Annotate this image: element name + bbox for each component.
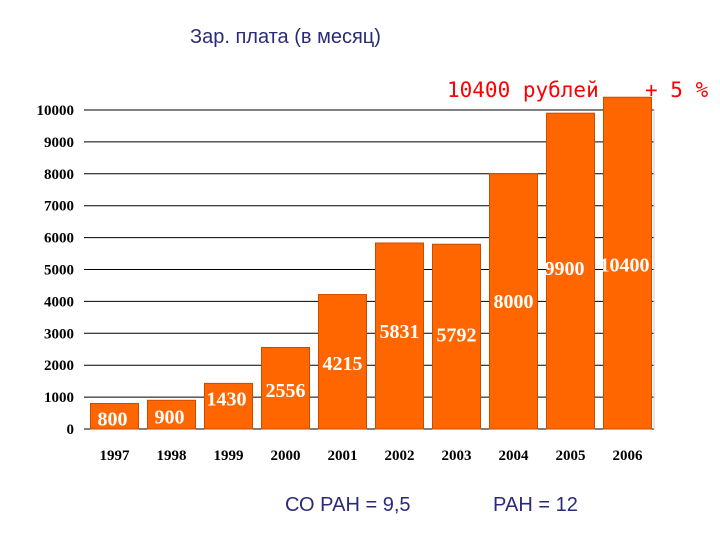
note-so-ran: СО РАН = 9,5: [285, 494, 411, 516]
x-tick-label: 2003: [442, 448, 472, 464]
y-tick-label: 0: [67, 422, 75, 438]
x-tick-label: 1999: [214, 448, 244, 464]
bar-2002: [375, 242, 424, 430]
data-label: 8000: [494, 291, 534, 313]
x-tick-label: 1998: [157, 448, 187, 464]
x-tick-label: 2004: [499, 448, 530, 464]
x-tick-label: 2000: [271, 448, 301, 464]
bar-1997: [90, 402, 139, 430]
y-tick-label: 9000: [44, 135, 74, 151]
x-tick-label: 2006: [613, 448, 644, 464]
salary-annotation: 10400 рублей: [447, 78, 599, 102]
data-label: 10400: [600, 255, 650, 277]
data-label: 5831: [380, 321, 420, 343]
y-tick-label: 6000: [44, 231, 74, 247]
y-tick-label: 7000: [44, 199, 74, 215]
y-tick-label: 5000: [44, 263, 74, 279]
x-tick-label: 2005: [556, 448, 586, 464]
data-label: 9900: [545, 258, 585, 280]
y-tick-label: 4000: [44, 294, 74, 310]
y-tick-label: 10000: [37, 103, 75, 119]
y-tick-label: 2000: [44, 358, 74, 374]
bar-2003: [432, 243, 481, 430]
data-label: 800: [98, 408, 128, 430]
bar-1999: [204, 382, 253, 430]
data-label: 2556: [266, 380, 306, 402]
note-ran: РАН = 12: [493, 494, 578, 516]
bar-2000: [261, 346, 310, 430]
data-label: 1430: [207, 388, 247, 410]
y-tick-label: 3000: [44, 326, 74, 342]
x-tick-label: 1997: [100, 448, 131, 464]
data-label: 900: [155, 406, 185, 428]
bar-2006: [603, 96, 652, 430]
bar-2001: [318, 294, 367, 430]
x-tick-label: 2001: [328, 448, 358, 464]
bar-1998: [147, 399, 196, 430]
data-label: 4215: [323, 353, 363, 375]
y-tick-label: 8000: [44, 167, 74, 183]
chart-title: Зар. плата (в месяц): [190, 26, 381, 48]
percent-annotation: + 5 %: [645, 78, 709, 102]
x-tick-label: 2002: [385, 448, 415, 464]
bar-2005: [546, 112, 595, 430]
bar-2004: [489, 173, 538, 430]
y-tick-label: 1000: [44, 390, 74, 406]
data-label: 5792: [437, 324, 477, 346]
